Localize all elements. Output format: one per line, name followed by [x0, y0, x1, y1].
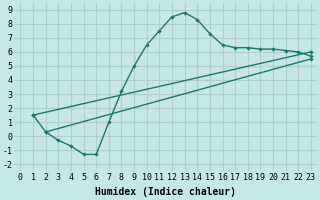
X-axis label: Humidex (Indice chaleur): Humidex (Indice chaleur) [95, 187, 236, 197]
